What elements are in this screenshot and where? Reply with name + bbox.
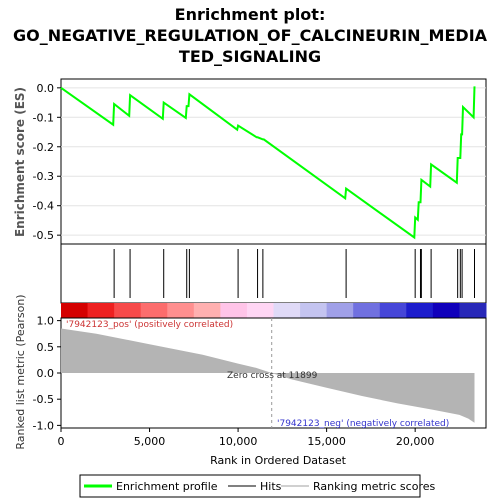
ranking-color-bar bbox=[61, 303, 487, 318]
es-y-tick-label: -0.3 bbox=[33, 170, 54, 183]
color-bar-segment bbox=[406, 303, 434, 318]
color-bar-segment bbox=[114, 303, 142, 318]
color-bar-segment bbox=[326, 303, 354, 318]
color-bar-segment bbox=[459, 303, 487, 318]
hits-panel-frame bbox=[60, 243, 487, 304]
es-panel-frame bbox=[60, 78, 487, 245]
color-bar-segment bbox=[379, 303, 407, 318]
color-bar-segment bbox=[220, 303, 248, 318]
x-tick-label: 20,000 bbox=[396, 435, 435, 448]
negative-correlation-label: '7942123_neg' (negatively correlated) bbox=[277, 419, 449, 429]
legend-hits-label: Hits bbox=[260, 480, 282, 493]
x-tick-label: 5,000 bbox=[134, 435, 166, 448]
es-y-tick-label: -0.5 bbox=[33, 229, 54, 242]
es-y-tick-label: -0.2 bbox=[33, 141, 54, 154]
legend-metric-label: Ranking metric scores bbox=[313, 480, 435, 493]
es-y-ticks: 0.0 -0.1 -0.2 -0.3 -0.4 -0.5 bbox=[33, 82, 61, 242]
metric-y-tick-label: -0.5 bbox=[33, 393, 54, 406]
hits-marks bbox=[113, 249, 475, 298]
positive-correlation-label: '7942123_pos' (positively correlated) bbox=[66, 320, 233, 330]
color-bar-segment bbox=[167, 303, 195, 318]
metric-y-tick-label: 0.5 bbox=[37, 341, 55, 354]
metric-y-axis-label: Ranked list metric (Pearson) bbox=[14, 294, 27, 449]
ranking-metric-fill bbox=[61, 328, 475, 423]
color-bar-segment bbox=[300, 303, 328, 318]
color-bar-segment bbox=[140, 303, 168, 318]
legend-enrichment-label: Enrichment profile bbox=[116, 480, 218, 493]
metric-y-tick-label: 1.0 bbox=[37, 315, 55, 328]
metric-y-tick-label: -1.0 bbox=[33, 419, 54, 432]
x-tick-label: 0 bbox=[58, 435, 65, 448]
color-bar-segment bbox=[61, 303, 89, 318]
enrichment-profile-line bbox=[60, 86, 476, 240]
zero-cross-label: Zero cross at 11899 bbox=[227, 371, 318, 381]
es-y-tick-label: -0.4 bbox=[33, 200, 54, 213]
color-bar-segment bbox=[193, 303, 221, 318]
es-y-tick-label: -0.1 bbox=[33, 111, 54, 124]
metric-y-tick-label: 0.0 bbox=[37, 367, 55, 380]
es-y-axis-label: Enrichment score (ES) bbox=[13, 87, 27, 237]
ranking-metric-area bbox=[61, 318, 475, 428]
color-bar-segment bbox=[87, 303, 115, 318]
chart-title: Enrichment plot: GO_NEGATIVE_REGULATION_… bbox=[13, 5, 488, 66]
x-tick-label: 10,000 bbox=[219, 435, 258, 448]
metric-y-ticks: 1.0 0.5 0.0 -0.5 -1.0 bbox=[33, 315, 61, 432]
x-axis-label: Rank in Ordered Dataset bbox=[210, 454, 347, 467]
color-bar-segment bbox=[432, 303, 460, 318]
color-bar-segment bbox=[353, 303, 381, 318]
es-y-tick-label: 0.0 bbox=[37, 82, 55, 95]
color-bar-segment bbox=[246, 303, 274, 318]
x-axis-ticks: 0 5,000 10,000 15,000 20,000 bbox=[58, 428, 435, 448]
enrichment-profile-series bbox=[60, 86, 476, 240]
chart-title-line: GO_NEGATIVE_REGULATION_OF_CALCINEURIN_ME… bbox=[13, 26, 488, 45]
x-tick-label: 15,000 bbox=[307, 435, 346, 448]
color-bar-segment bbox=[273, 303, 301, 318]
chart-title-line: TED_SIGNALING bbox=[179, 47, 321, 66]
chart-title-line: Enrichment plot: bbox=[175, 5, 326, 24]
